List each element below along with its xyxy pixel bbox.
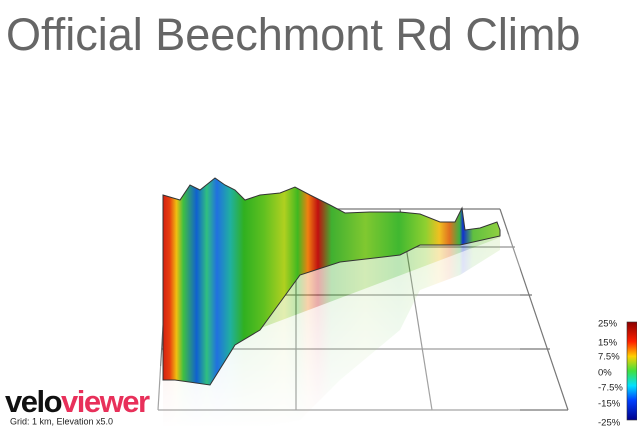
grid-note: Grid: 1 km, Elevation x5.0 xyxy=(10,416,113,426)
gradient-legend: 25% 15% 7.5% 0% -7.5% -15% -25% xyxy=(598,319,623,427)
legend-label: 7.5% xyxy=(598,352,620,363)
legend-label: -25% xyxy=(598,418,621,427)
legend-label: -7.5% xyxy=(598,383,623,394)
legend-label: 0% xyxy=(598,368,612,379)
logo-velo: velo xyxy=(5,384,62,419)
logo: veloviewer xyxy=(5,384,150,419)
gradient-colorbar xyxy=(626,321,637,421)
legend-label: 15% xyxy=(598,338,618,349)
reflection xyxy=(150,230,520,427)
legend-label: 25% xyxy=(598,319,618,330)
title: Official Beechmont Rd Climb xyxy=(6,9,580,60)
legend-label: -15% xyxy=(598,399,621,410)
elevation-profile xyxy=(162,177,501,386)
logo-viewer: viewer xyxy=(61,384,150,419)
